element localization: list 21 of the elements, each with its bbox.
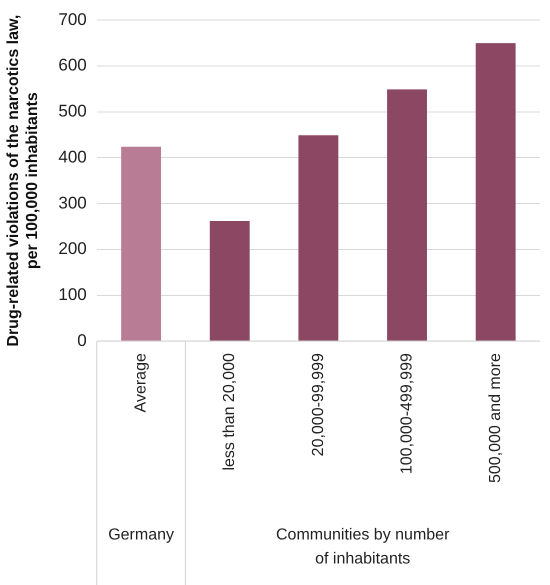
bar: [121, 146, 162, 341]
x-tick-label: 100,000-499,999: [398, 353, 416, 474]
x-tick-label: 500,000 and more: [487, 353, 504, 483]
bar: [476, 43, 516, 341]
x-tick-label: 20,000-99,999: [310, 353, 327, 456]
y-tick-label: 500: [58, 102, 87, 121]
y-tick-label: 700: [58, 10, 87, 29]
x-tick-label: Average: [132, 353, 150, 412]
y-axis-title: Drug-related violations of the narcotics law, per 100,000 inhabitants: [5, 14, 42, 347]
y-tick-label: 300: [58, 193, 87, 212]
y-tick-label: 0: [77, 330, 87, 350]
text: Germany: [108, 526, 174, 544]
y-tick-label: 600: [58, 56, 87, 75]
bar: [210, 221, 250, 341]
bar: [298, 135, 338, 341]
text: Communities by number of inhabitants: [276, 526, 450, 568]
y-tick-label: 200: [58, 239, 87, 258]
x-tick-label: less than 20,000: [221, 353, 238, 471]
y-tick-label: 100: [58, 284, 87, 304]
bar: [387, 89, 427, 341]
y-tick-label: 400: [58, 147, 87, 166]
